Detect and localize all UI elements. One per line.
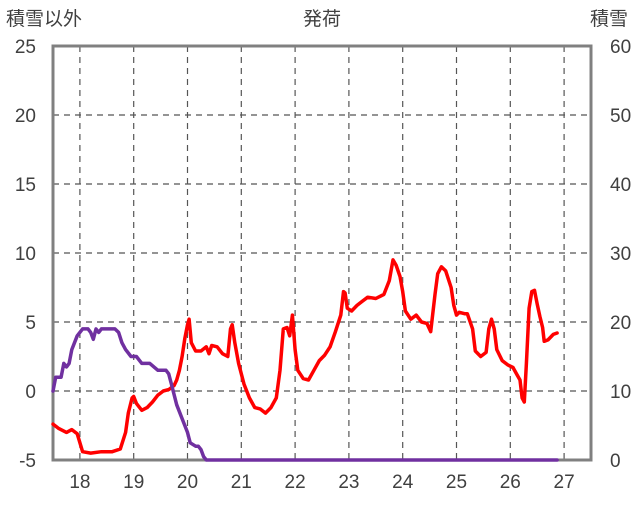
x-tick-label: 18 xyxy=(69,472,90,493)
x-tick-label: 20 xyxy=(177,472,198,493)
series-line-2 xyxy=(51,327,559,462)
x-tick-label: 22 xyxy=(285,472,306,493)
right-tick-label: 30 xyxy=(610,244,631,265)
x-tick-label: 26 xyxy=(500,472,521,493)
left-tick-label: 10 xyxy=(15,244,36,265)
right-tick-label: 0 xyxy=(610,451,621,472)
x-tick-label: 23 xyxy=(338,472,359,493)
x-tick-label: 27 xyxy=(554,472,575,493)
left-tick-label: 5 xyxy=(25,313,36,334)
tick-labels: -5 0 5 10 15 20 25 0 10 20 30 40 50 60 18 19 20 21 22 23 24 2… xyxy=(15,37,631,493)
grid xyxy=(53,46,591,460)
series-layer xyxy=(51,258,559,462)
left-tick-label: 15 xyxy=(15,175,36,196)
left-tick-label: 0 xyxy=(25,382,36,403)
right-axis-label: 積雪 xyxy=(590,8,628,30)
x-tick-label: 24 xyxy=(392,472,414,493)
left-tick-label: -5 xyxy=(19,451,36,472)
right-tick-label: 10 xyxy=(610,382,631,403)
right-tick-label: 20 xyxy=(610,313,631,334)
x-tick-label: 21 xyxy=(231,472,252,493)
x-tick-label: 19 xyxy=(123,472,144,493)
left-tick-label: 20 xyxy=(15,106,36,127)
chart-title: 発荷 xyxy=(303,8,341,30)
right-tick-label: 40 xyxy=(610,175,631,196)
x-tick-label: 25 xyxy=(446,472,467,493)
right-tick-label: 50 xyxy=(610,106,631,127)
left-tick-label: 25 xyxy=(15,37,36,58)
right-tick-label: 60 xyxy=(610,37,631,58)
series-line-1 xyxy=(51,258,559,455)
left-axis-label: 積雪以外 xyxy=(6,8,82,30)
